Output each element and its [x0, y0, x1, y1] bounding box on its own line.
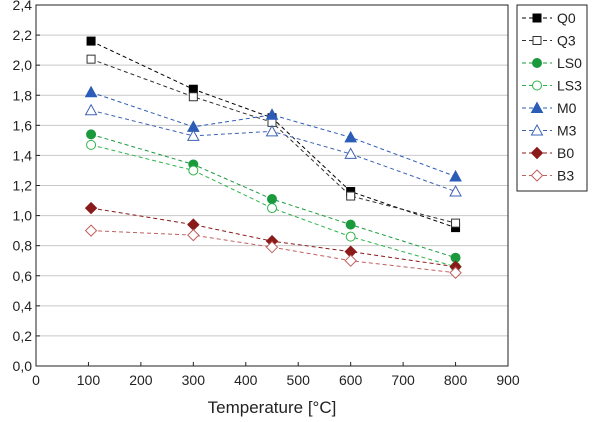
- series-ls0-point: [267, 194, 277, 205]
- series-q3-point: [86, 54, 96, 64]
- grid-lines: [36, 34, 508, 337]
- series-b0-point: [84, 201, 98, 215]
- y-tick-label: 2,0: [13, 57, 33, 73]
- legend-label: Q3: [557, 33, 576, 49]
- y-tick-label: 0,0: [13, 358, 33, 374]
- series-layer: [84, 36, 462, 279]
- legend-item-b3: B3: [522, 168, 574, 184]
- x-tick-label: 700: [391, 372, 415, 388]
- x-tick-label: 600: [339, 372, 363, 388]
- series-q3-point: [188, 92, 198, 102]
- series-b3-line: [91, 230, 456, 274]
- x-tick-label: 900: [496, 372, 520, 388]
- series-m3-point: [449, 184, 462, 197]
- legend-label: B0: [557, 145, 574, 161]
- legend-marker: [532, 13, 542, 23]
- series-ls3-point: [345, 231, 356, 242]
- series-b3-point: [187, 228, 200, 242]
- series-q3-point: [451, 218, 461, 228]
- legend-marker: [532, 58, 542, 68]
- legend-box: [516, 4, 588, 192]
- y-tick-label: 1,6: [13, 117, 33, 133]
- series-ls3-point: [267, 203, 277, 214]
- series-m0-point: [344, 130, 358, 143]
- series-b3: [84, 224, 462, 279]
- legend-marker: [532, 36, 542, 45]
- series-b0-point: [187, 218, 200, 231]
- series-ls0-point: [345, 219, 356, 230]
- legend-marker: [530, 123, 544, 136]
- series-q0-point: [86, 36, 96, 46]
- series-m3-point: [265, 124, 279, 137]
- series-ls3-point: [188, 165, 199, 176]
- y-tick-label: 0,6: [13, 268, 33, 284]
- series-ls3-point: [86, 139, 97, 150]
- legend-item-m0: M0: [522, 100, 577, 116]
- legend-item-q3: Q3: [522, 33, 576, 49]
- legend-item-ls3: LS3: [522, 78, 582, 94]
- series-b3-point: [265, 240, 279, 254]
- series-b0: [84, 201, 462, 273]
- series-q3: [86, 54, 461, 228]
- y-tick-label: 2,4: [13, 0, 33, 13]
- series-ls0-point: [86, 129, 97, 140]
- x-tick-label: 100: [77, 372, 101, 388]
- legend-marker: [530, 169, 544, 182]
- y-tick-label: 1,4: [13, 147, 33, 163]
- legend-marker: [532, 80, 542, 91]
- series-m3-point: [84, 103, 98, 116]
- series-b3-point: [449, 266, 462, 279]
- legend-marker: [530, 101, 544, 113]
- series-m0-line: [90, 91, 456, 177]
- x-tick-label: 300: [182, 372, 206, 388]
- series-q3-point: [346, 191, 356, 201]
- y-tick-label: 0,4: [13, 298, 33, 314]
- series-m3: [84, 103, 462, 197]
- legend-item-q0: Q0: [522, 10, 576, 26]
- series-m0-point: [84, 85, 98, 98]
- x-tick-label: 500: [287, 372, 311, 388]
- legend-item-b0: B0: [522, 145, 574, 161]
- x-tick-label: 0: [32, 372, 40, 388]
- x-tick-label: 200: [129, 372, 153, 388]
- legend-label: M0: [557, 100, 577, 116]
- series-m0-point: [265, 108, 279, 120]
- x-tick-label: 400: [234, 372, 258, 388]
- y-tick-label: 0,2: [13, 328, 33, 344]
- legend: Q0 Q3 LS0 LS3 M0 M3 B0 B3: [516, 4, 588, 192]
- y-tick-label: 1,8: [13, 87, 33, 103]
- series-b3-point: [84, 224, 98, 237]
- x-axis-title: Temperature [°C]: [208, 398, 337, 417]
- series-m0-point: [449, 169, 462, 182]
- legend-label: Q0: [557, 10, 576, 26]
- series-m3-point: [186, 129, 200, 141]
- y-tick-label: 1,0: [13, 208, 33, 224]
- legend-label: B3: [557, 168, 574, 184]
- legend-marker: [530, 146, 544, 160]
- legend-label: LS0: [557, 55, 582, 71]
- series-q0-point: [188, 84, 198, 94]
- x-tick-label: 800: [444, 372, 468, 388]
- legend-item-ls0: LS0: [522, 55, 582, 71]
- legend-item-m3: M3: [522, 123, 577, 139]
- y-tick-label: 2,2: [13, 27, 33, 43]
- legend-label: M3: [557, 123, 577, 139]
- y-tick-label: 1,2: [13, 178, 33, 194]
- series-b3-point: [344, 254, 357, 267]
- legend-label: LS3: [557, 78, 582, 94]
- y-tick-label: 0,8: [13, 238, 33, 254]
- series-m3-point: [344, 147, 358, 159]
- y-axis-ticks: 0,0 0,2 0,4 0,6 0,8 1,0 1,2 1,4 1,6 1,8 2,0 2,2 2,4: [13, 0, 40, 374]
- series-ls0: [86, 129, 461, 263]
- x-axis-ticks: 0 100 200 300 400 500 600 700 800 900: [32, 362, 520, 388]
